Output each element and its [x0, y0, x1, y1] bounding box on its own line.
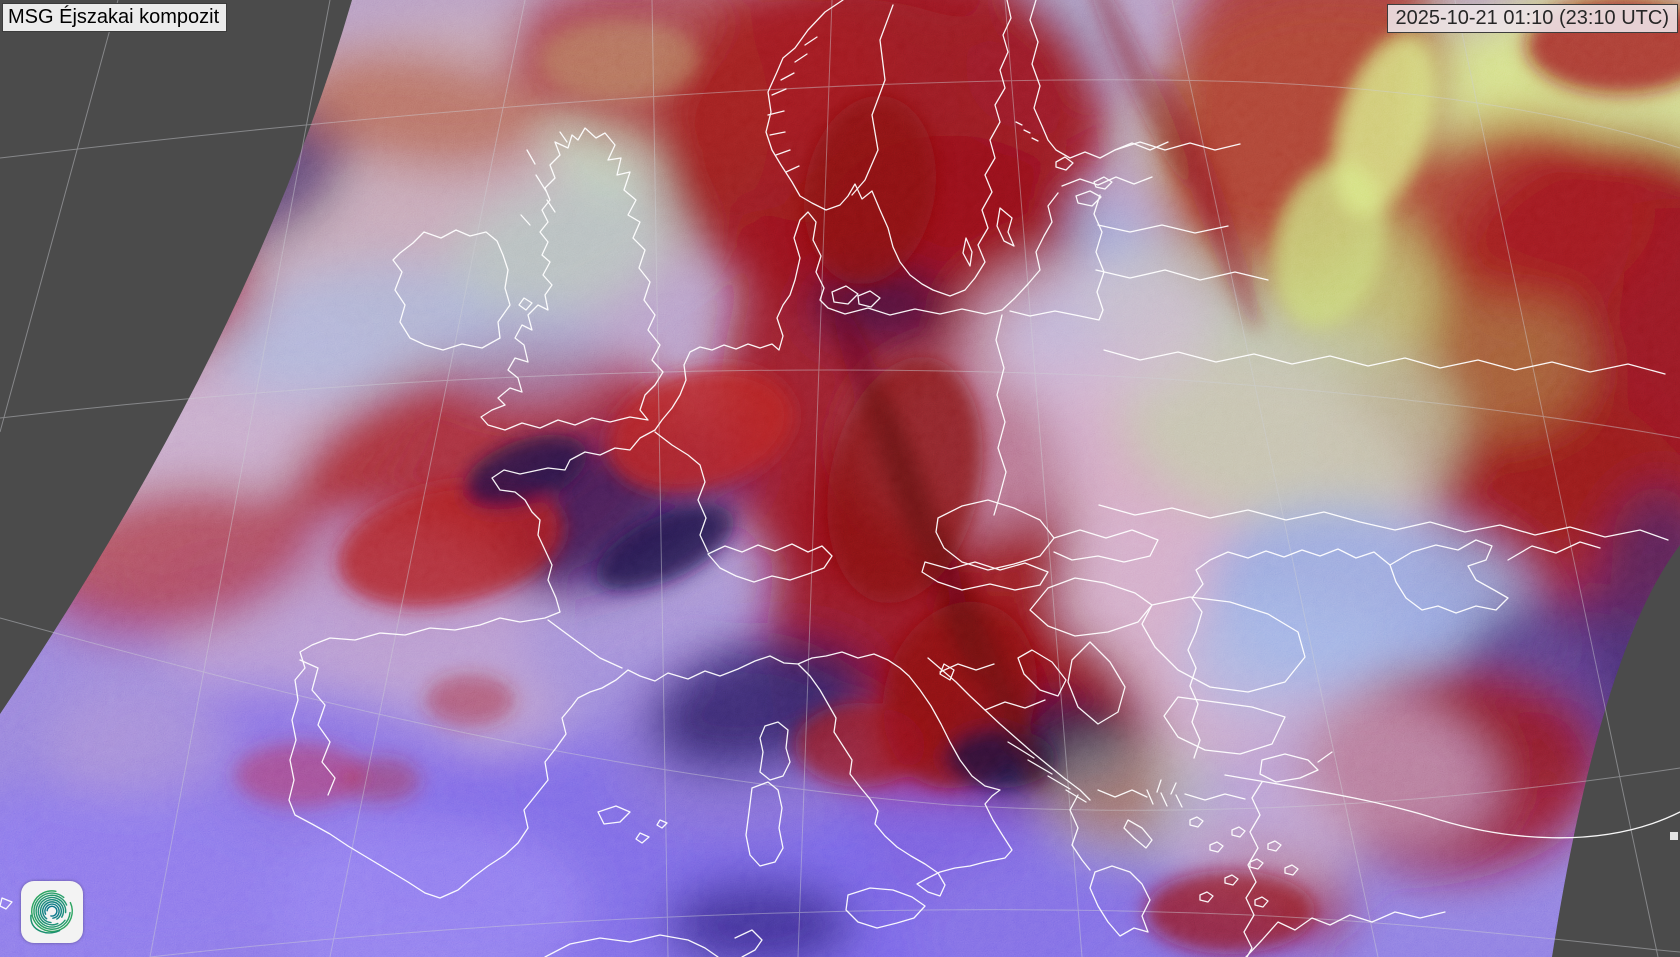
edge-artifact: [1670, 832, 1678, 840]
composite-title-label: MSG Éjszakai kompozit: [2, 3, 228, 32]
timestamp-label: 2025-10-21 01:10 (23:10 UTC): [1386, 4, 1678, 33]
cyclone-spiral-icon: [30, 890, 73, 934]
hungaromet-logo: [21, 881, 83, 943]
